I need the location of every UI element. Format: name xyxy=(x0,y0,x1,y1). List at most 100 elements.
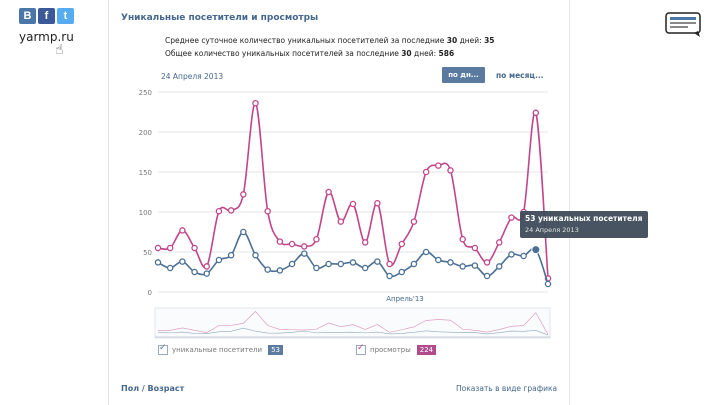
by-month-button[interactable]: по месяц... xyxy=(496,71,544,80)
facebook-icon[interactable]: f xyxy=(38,8,55,24)
checkbox-icon[interactable] xyxy=(356,343,366,355)
overview-line-0 xyxy=(158,311,549,335)
site-name[interactable]: yarmp.ru xyxy=(19,30,74,44)
data-point xyxy=(520,252,527,260)
data-point xyxy=(240,191,247,198)
page-title: Уникальные посетители и просмотры xyxy=(121,13,319,23)
data-point xyxy=(215,256,223,264)
data-point xyxy=(398,268,405,276)
data-point xyxy=(264,207,271,215)
data-point xyxy=(495,239,503,246)
data-point xyxy=(264,266,271,273)
data-point xyxy=(361,239,369,246)
data-point xyxy=(386,260,393,268)
data-point xyxy=(386,272,393,280)
data-point xyxy=(227,207,235,214)
vk-icon[interactable]: B xyxy=(19,8,36,24)
y-tick-label: 200 xyxy=(139,129,152,137)
y-tick-label: 0 xyxy=(148,289,152,297)
y-tick-label: 150 xyxy=(139,169,152,177)
data-point xyxy=(300,250,308,257)
y-tick-label: 50 xyxy=(143,249,152,257)
data-point xyxy=(252,251,259,259)
data-point xyxy=(276,238,284,245)
data-point xyxy=(422,168,430,176)
overview-strip xyxy=(154,307,551,339)
overview-line-1 xyxy=(157,327,549,336)
legend-label: просмотры xyxy=(370,346,411,354)
data-point xyxy=(166,264,174,272)
data-point xyxy=(349,200,357,208)
stat-average: Среднее суточное количество уникальных п… xyxy=(165,36,495,45)
data-point xyxy=(410,218,418,225)
by-day-button[interactable]: по дн... xyxy=(442,67,485,83)
legend-label: уникальные посетители xyxy=(172,346,263,354)
data-point xyxy=(203,263,210,270)
data-point xyxy=(288,260,296,268)
data-point xyxy=(179,258,186,265)
data-point xyxy=(544,280,552,288)
data-point xyxy=(532,109,540,117)
checkbox-icon[interactable] xyxy=(158,343,168,355)
data-point xyxy=(154,259,162,266)
tooltip-date: 24 Апреля 2013 xyxy=(525,226,579,234)
data-point xyxy=(435,256,442,264)
data-point xyxy=(471,262,479,269)
data-point xyxy=(325,188,332,196)
data-point xyxy=(459,263,466,270)
legend-item-views[interactable]: просмотры 224 xyxy=(356,343,437,355)
data-point xyxy=(471,244,479,252)
data-point xyxy=(483,272,491,280)
data-point xyxy=(215,207,223,215)
data-point xyxy=(288,240,296,248)
x-tick-label: Апрель'13 xyxy=(386,295,424,303)
data-point xyxy=(337,218,345,225)
data-point xyxy=(447,259,454,266)
data-point xyxy=(179,227,186,234)
tooltip-value: 53 уникальных посетителя xyxy=(525,214,643,223)
presentation-logo-icon xyxy=(665,12,701,37)
gender-age-heading: Пол / Возраст xyxy=(121,384,185,393)
data-point xyxy=(374,258,381,265)
data-point xyxy=(203,270,210,277)
data-point xyxy=(154,244,162,252)
data-point xyxy=(191,268,198,276)
selected-date: 24 Апреля 2013 xyxy=(161,72,224,81)
data-point xyxy=(166,244,174,252)
show-as-chart-link[interactable]: Показать в виде графика xyxy=(456,384,558,393)
data-point xyxy=(508,251,515,258)
data-point xyxy=(276,267,284,274)
data-point xyxy=(422,248,430,256)
data-tooltip: 53 уникальных посетителя 24 Апреля 2013 xyxy=(520,211,648,238)
data-point xyxy=(300,243,308,250)
pointer-hand-icon: ☝ xyxy=(55,42,64,58)
legend-item-visitors[interactable]: уникальные посетители 53 xyxy=(158,343,283,355)
y-tick-label: 100 xyxy=(139,209,152,217)
data-point xyxy=(313,235,320,243)
data-point xyxy=(495,263,503,270)
data-point xyxy=(483,259,491,266)
data-point xyxy=(508,214,515,221)
twitter-icon[interactable]: t xyxy=(57,8,74,24)
highlighted-point xyxy=(531,245,541,255)
data-point xyxy=(435,162,442,169)
data-point xyxy=(349,259,357,266)
data-point xyxy=(191,244,198,252)
data-point xyxy=(227,251,235,259)
legend-count: 53 xyxy=(268,345,283,355)
stat-total: Общее количество уникальных посетителей … xyxy=(165,49,455,58)
data-point xyxy=(459,235,466,243)
series-line-0 xyxy=(157,102,549,279)
data-point xyxy=(313,264,320,272)
data-point xyxy=(337,260,345,268)
data-point xyxy=(447,167,454,174)
y-tick-label: 250 xyxy=(139,89,152,97)
data-point xyxy=(252,99,259,107)
data-point xyxy=(410,260,418,268)
data-point xyxy=(361,264,369,272)
data-point xyxy=(325,260,332,268)
data-point xyxy=(374,199,381,207)
legend-count: 224 xyxy=(416,345,437,355)
